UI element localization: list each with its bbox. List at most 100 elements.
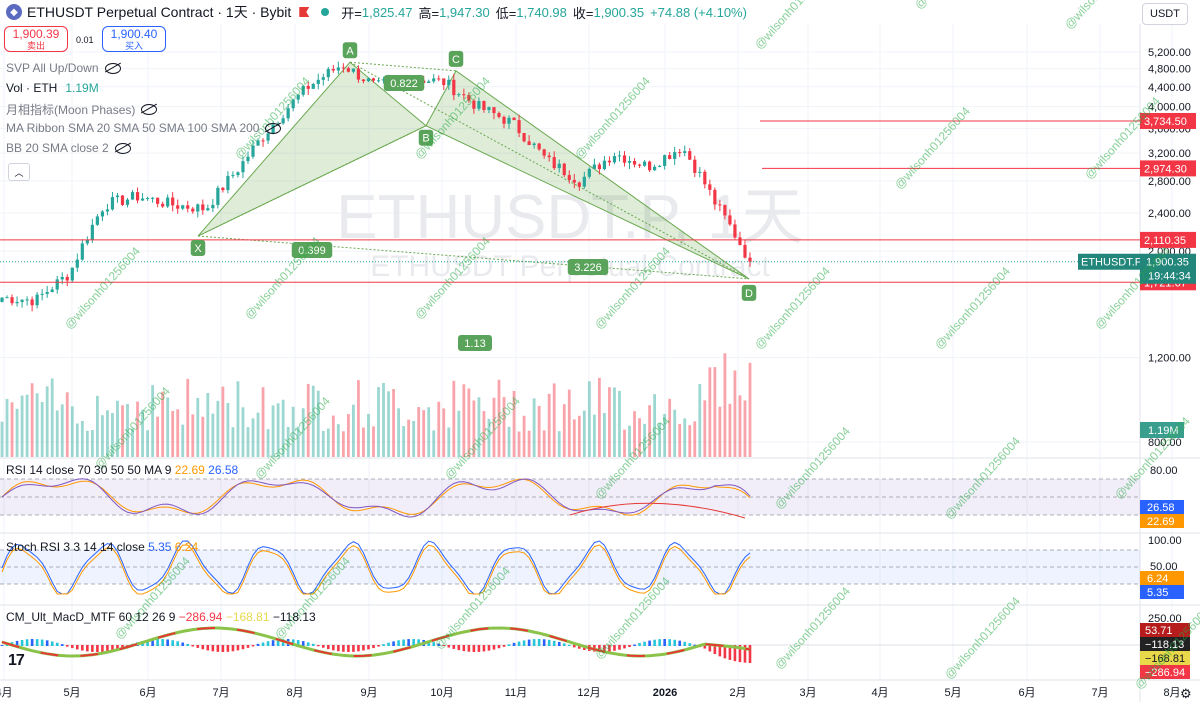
macd-badge-bg	[1140, 623, 1190, 637]
macd-histogram-bar	[462, 645, 466, 652]
macd-histogram-bar	[201, 645, 205, 650]
legend-svp[interactable]: SVP All Up/Down	[6, 61, 121, 75]
macd-histogram-bar	[507, 644, 511, 646]
macd-histogram-bar	[628, 645, 631, 647]
pattern-ratio-label: 3.226	[574, 262, 602, 274]
flag-icon[interactable]	[299, 7, 310, 17]
legend-ma-ribbon[interactable]: MA Ribbon SMA 20 SMA 50 SMA 100 SMA 200	[6, 121, 282, 135]
candle-body	[602, 160, 607, 170]
legend-bb[interactable]: BB 20 SMA close 2	[6, 141, 131, 155]
price-tick-label: 4,000.00	[1148, 102, 1191, 114]
macd-histogram-bar	[81, 645, 84, 651]
macd-histogram-bar	[271, 640, 275, 646]
candle-body	[361, 79, 366, 82]
macd-legend[interactable]: CM_Ult_MacD_MTF 60 12 26 9 −286.94 −168.…	[6, 610, 316, 624]
volume-bar	[683, 418, 687, 457]
volume-bar	[341, 431, 345, 457]
volume-bar	[557, 431, 561, 457]
candle-body	[673, 152, 677, 159]
price-axis[interactable]: 5,200.004,800.004,400.004,000.003,600.00…	[1078, 47, 1196, 449]
candle-body	[145, 198, 150, 200]
candle-body	[196, 204, 200, 212]
candle-body	[532, 143, 536, 146]
sell-button[interactable]: 1,900.39 卖出	[4, 26, 68, 52]
candle-body	[301, 85, 305, 95]
macd-histogram-bar	[673, 639, 676, 646]
hidden-eye-icon[interactable]	[265, 122, 282, 134]
macd-histogram-bar	[397, 640, 400, 646]
volume-bar	[55, 410, 59, 457]
volume-bar	[90, 430, 94, 457]
volume-bar	[236, 381, 240, 457]
gear-icon[interactable]: ⚙	[1180, 686, 1192, 701]
candle-body	[226, 175, 230, 191]
currency-selector[interactable]: USDT	[1142, 3, 1188, 25]
candle-body	[251, 145, 255, 157]
price-line-badge-bg	[1140, 231, 1196, 248]
last-price-badge-bg	[1140, 253, 1196, 284]
macd-histogram-bar	[25, 639, 29, 646]
volume-bar	[50, 378, 54, 457]
macd-histogram-bar	[552, 640, 556, 646]
hidden-eye-icon[interactable]	[114, 142, 131, 154]
volume-bar	[151, 385, 155, 457]
candle-body	[642, 161, 647, 166]
macd-histogram-bar	[226, 645, 230, 652]
candle-body	[85, 239, 89, 244]
stoch-value-2: 6.24	[174, 540, 199, 554]
price-line-badge: 3,734.50	[1144, 116, 1187, 128]
candle-body	[467, 95, 471, 101]
volume-bar	[482, 411, 486, 457]
volume-bar	[623, 429, 626, 457]
candle-body	[447, 79, 451, 86]
rsi-ma-line	[1, 478, 751, 518]
macd-histogram-bar	[20, 639, 24, 646]
rsi-legend[interactable]: RSI 14 close 70 30 50 50 MA 9 22.69 26.5…	[6, 463, 238, 477]
stoch-legend[interactable]: Stoch RSI 3 3 14 14 close 5.35 6.24	[6, 540, 198, 554]
volume-bar	[271, 405, 275, 457]
legend-moon-phases[interactable]: 月相指标(Moon Phases)	[6, 101, 158, 118]
macd-histogram-bar	[603, 645, 606, 652]
macd-histogram-bar	[738, 645, 742, 663]
pattern-triangle	[425, 70, 750, 280]
macd-signal-line	[1, 626, 751, 658]
volume-badge: 1.19M	[1148, 425, 1179, 437]
macd-histogram-bar	[296, 640, 300, 646]
ethereum-icon: ◆	[6, 4, 22, 20]
volume-bar	[582, 410, 586, 457]
macd-histogram-bar	[417, 639, 420, 646]
rsi-badge-bg	[1140, 514, 1184, 528]
candle-body	[201, 204, 205, 211]
pattern-ratio-label-bg	[383, 75, 425, 91]
volume-bar	[40, 402, 44, 457]
hidden-eye-icon[interactable]	[104, 62, 121, 74]
hidden-eye-icon[interactable]	[141, 104, 158, 115]
collapse-legend-button[interactable]: ︿	[8, 163, 30, 181]
candle-body	[552, 157, 556, 169]
macd-histogram-bar	[121, 645, 124, 648]
candle-body	[241, 161, 245, 173]
text-overlay: @wilsonh01256004 @wilsonh01256004 @wilsonh…	[62, 0, 1200, 692]
volume-bar	[35, 393, 39, 457]
legend-volume[interactable]: Vol · ETH 1.19M	[6, 81, 99, 95]
volume-bar	[206, 393, 210, 457]
volume-bar	[432, 430, 436, 457]
candle-body	[632, 160, 637, 165]
candle-body	[381, 79, 386, 81]
buy-button[interactable]: 1,900.40 买入	[102, 26, 166, 52]
chart-title[interactable]: ETHUSDT Perpetual Contract · 1天 · Bybit	[27, 4, 292, 20]
time-axis[interactable]: 4月 5月 6月 7月 8月 9月 10月 11月 12月 2026 2月 3月 4月 5月 6月 7月 8月	[0, 687, 1181, 699]
time-tick-label: 9月	[360, 687, 377, 699]
pattern-point-A-bg	[342, 42, 358, 59]
stoch-label: Stoch RSI 3 3 14 14 close	[6, 540, 145, 554]
volume-bar	[502, 397, 506, 457]
overlay-text: @wilsonh01256004	[932, 264, 1013, 352]
candle-body	[151, 197, 155, 199]
macd-histogram-bar	[578, 645, 581, 649]
volume-bar	[226, 403, 230, 457]
tradingview-logo[interactable]: 17	[8, 652, 25, 669]
volume-bar	[688, 425, 692, 457]
candle-body	[582, 176, 586, 187]
volume-bar	[121, 405, 124, 457]
